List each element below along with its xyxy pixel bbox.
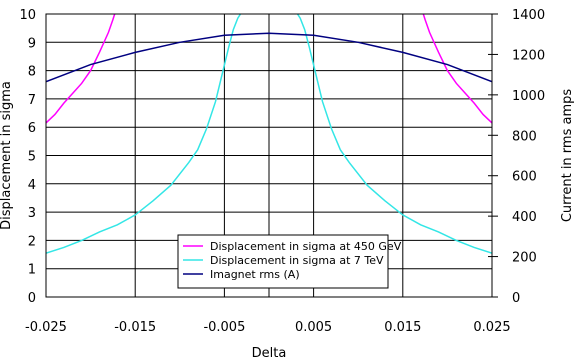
y-right-tick-label: 200 [512,251,537,266]
x-tick-label: -0.005 [203,320,245,335]
y-left-tick-label: 4 [28,178,36,193]
y-left-tick-label: 6 [28,121,36,136]
x-axis-label: Delta [252,346,287,361]
x-tick-label: 0.005 [295,320,332,335]
legend-label: Displacement in sigma at 450 GeV [210,240,402,253]
left-y-axis-label: Displacement in sigma [0,81,14,230]
series-line-3 [46,32,492,83]
y-right-tick-label: 800 [512,129,537,144]
x-tick-label: 0.015 [384,320,421,335]
y-left-tick-label: 2 [28,234,36,249]
legend: Displacement in sigma at 450 GeVDisplace… [177,234,402,289]
y-left-tick-label: 5 [28,150,36,165]
legend-label: Imagnet rms (A) [210,268,300,281]
y-right-tick-label: 400 [512,210,537,225]
y-left-tick-label: 7 [28,93,36,108]
right-y-axis-label: Current in rms amps [560,89,575,223]
x-tick-label: -0.015 [114,320,156,335]
y-left-tick-label: 3 [28,206,36,221]
series-line-2-left [46,14,242,254]
y-left-tick-label: 8 [28,65,36,80]
tick-labels: 0 1 2 3 4 5 6 7 8 9 10 -0.025 -0.015 -0.005 0.005 0.015… [19,8,545,335]
series-line-1-right [422,14,492,124]
y-right-tick-label: 1400 [512,8,545,23]
x-tick-label: 0.025 [473,320,510,335]
series-line-1-left [46,14,116,124]
y-right-tick-label: 1000 [512,89,545,104]
x-tick-label: -0.025 [25,320,67,335]
y-right-tick-label: 1200 [512,48,545,63]
series-line-2-right [296,14,492,254]
y-right-tick-label: 600 [512,170,537,185]
y-left-tick-label: 0 [28,291,36,306]
y-left-tick-label: 9 [28,36,36,51]
y-left-tick-label: 1 [28,263,36,278]
plot-frame [45,13,493,298]
legend-label: Displacement in sigma at 7 TeV [210,254,384,267]
legend-box [177,234,389,289]
y-left-tick-label: 10 [19,8,36,23]
y-right-tick-label: 0 [512,291,520,306]
series-lines [46,14,492,254]
